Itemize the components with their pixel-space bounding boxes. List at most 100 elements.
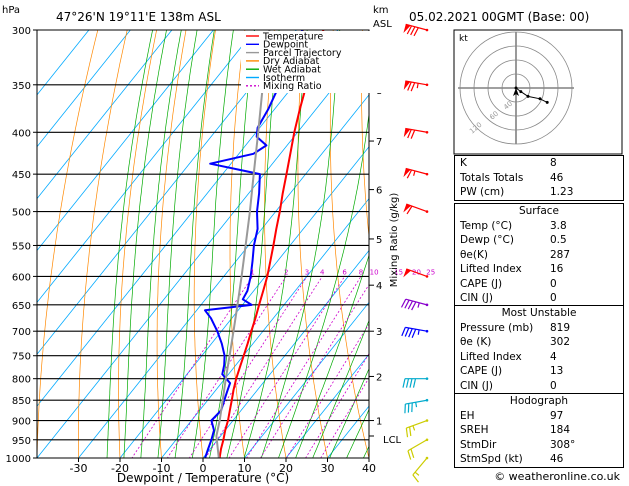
hodograph-frame [453,29,623,155]
plot-frame [36,29,370,459]
profile-series [204,30,325,458]
wind-barb-base [425,210,429,213]
wind-barb-feather [411,328,417,338]
pressure-tick-label: 700 [12,327,31,338]
temperature-tick-label: 0 [200,462,207,475]
legend-label: Dewpoint [263,40,308,51]
indices-panel-hodograph: Hodograph EH 97 SREH 184 StmDir 308° StmSpd (k… [454,393,624,468]
temperature-tick-label: -20 [111,462,129,475]
hodograph-ring [459,31,573,145]
index-row: StmDir 308° [455,438,623,453]
index-row: CAPE (J) 13 [455,364,623,379]
index-row: StmSpd (kt) 46 [455,452,623,467]
dry-adiabat-line [264,30,287,458]
wind-barb-staff [405,326,428,332]
mixing-ratio-label: 10 [370,268,379,276]
legend-label: Temperature [262,31,323,42]
most-unstable-title: Most Unstable [501,307,577,319]
dry-adiabat-line [118,30,157,458]
mixing-ratio-line [131,276,253,458]
mixing-ratio-label: 25 [426,268,435,276]
index-row: Totals Totals 46 [455,171,623,186]
hodograph-ring-label: 60 [488,110,500,122]
parcel-trajectory-line [215,30,271,458]
index-label: Dewp (°C) [460,234,514,246]
wind-barb-feather [404,327,410,337]
wind-barb [403,167,429,179]
wind-barb-pennant [403,204,412,213]
wet-adiabat-line [329,367,369,458]
indices-panel-surface: Surface Temp (°C) 3.8 Dewp (°C) 0.5 θe(K) 287… [454,203,624,307]
wind-barb-pennant [403,168,411,178]
index-value: 184 [550,424,571,436]
index-value: 97 [550,409,564,422]
isotherm-line [37,30,131,148]
wet-adiabat-line [278,111,369,458]
legend-label: Isotherm [263,73,305,84]
wind-barb-feather [406,205,413,215]
km-tick-label: 4 [376,281,382,292]
index-row: Lifted Index 16 [455,262,623,277]
temperature-tick-label: 10 [238,462,252,475]
index-label: Temp (°C) [460,219,513,232]
wind-barb-feather [407,129,412,139]
index-label: Pressure (mb) [460,321,534,334]
hodograph-unit: kt [459,34,468,44]
wet-adiabat-line [123,30,167,458]
storm-motion-arrow [513,88,519,96]
wind-barb-half-feather [415,402,418,408]
wind-barb [405,419,429,438]
temperature-tick-label: -30 [70,462,88,475]
mixing-ratio-label: 4 [320,268,325,276]
x-axis-label: Dewpoint / Temperature (°C) [117,471,289,485]
mixing-ratio-label: 6 [342,268,347,276]
mixing-ratio-line [246,276,362,458]
index-value: 819 [550,321,571,334]
index-label: Lifted Index [460,263,522,275]
temperature-tick-label: 20 [279,462,293,475]
wind-barb-feather [405,378,410,388]
wind-barb-feather [407,81,412,91]
mixing-ratio-label: 3 [305,268,309,276]
wind-barb-feather [409,378,413,388]
km-tick-label: 2 [376,372,382,383]
index-label: CAPE (J) [460,365,503,377]
mixing-ratio-label: 1 [250,268,254,276]
index-value: 287 [550,248,571,261]
index-value: 46 [550,453,564,465]
index-row: EH 97 [455,409,623,424]
wind-barb-base [425,398,429,402]
index-value: 1.23 [550,186,574,198]
dry-adiabat-line [193,30,216,458]
index-label: θe(K) [460,248,488,261]
wind-barb-feather [410,82,416,92]
wind-barb-staff [412,457,428,476]
wind-barb-base [425,83,429,87]
index-label: Totals Totals [460,171,524,184]
wind-barb-base [425,172,429,176]
index-label: CIN (J) [460,379,493,392]
wind-barb [403,23,429,37]
indices-panel-most-unstable: Most Unstable Pressure (mb) 819 θe (K) 302 L… [454,305,624,394]
wind-barb-staff [405,127,428,133]
dry-adiabat-line [37,30,99,458]
pressure-tick-label: 950 [12,436,31,447]
km-tick-label: 7 [376,137,382,148]
pressure-tick-label: 900 [12,417,31,428]
isotherm-line [161,197,369,458]
mixing-ratio-line [305,352,369,458]
wind-barb-feather [406,25,413,35]
wind-barb-feather [412,474,419,483]
pressure-tick-label: 450 [12,170,31,181]
wind-barb-feather [400,298,407,308]
hodograph-params-title: Hodograph [509,395,569,407]
mixing-ratio-label: 2 [284,268,288,276]
index-value: 0 [550,379,557,392]
wind-barb-feather [411,301,417,311]
index-value: 8 [550,157,557,169]
wind-barb-pennant [403,24,411,33]
wind-barb [404,398,429,414]
